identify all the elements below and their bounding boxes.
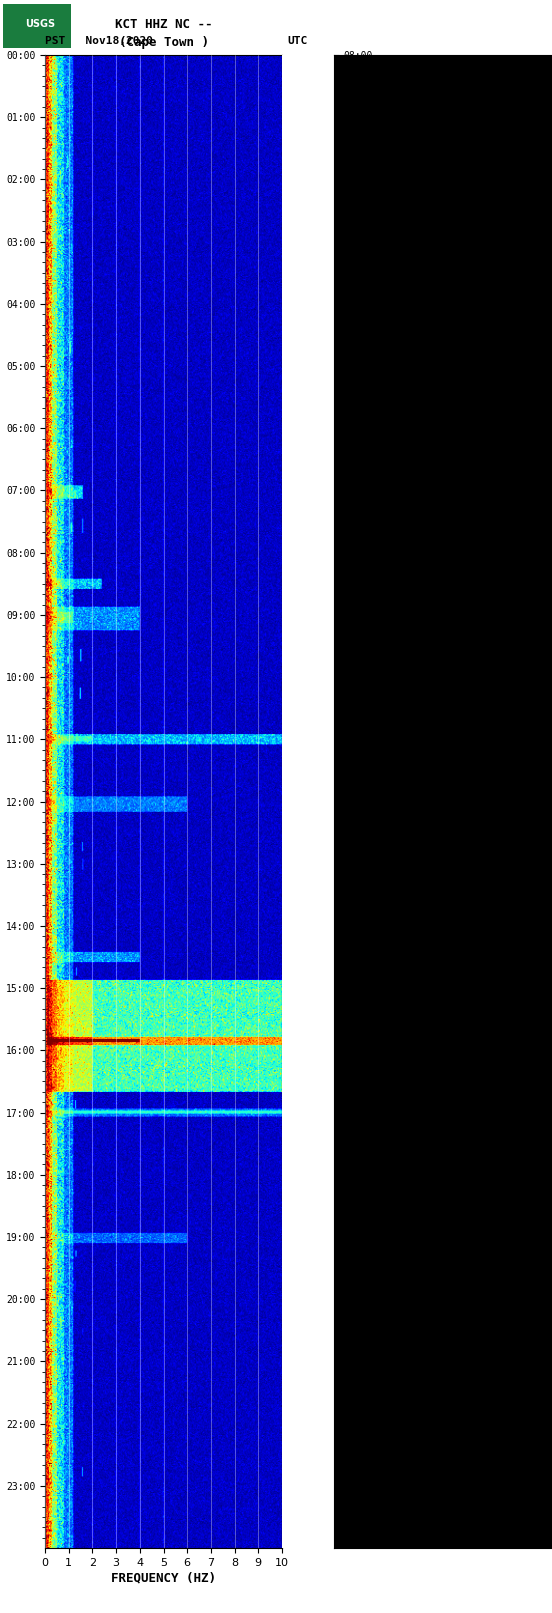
- X-axis label: FREQUENCY (HZ): FREQUENCY (HZ): [111, 1573, 216, 1586]
- Text: PST   Nov18,2020: PST Nov18,2020: [45, 35, 153, 47]
- Text: KCT HHZ NC --: KCT HHZ NC --: [115, 18, 213, 31]
- Text: (Cape Town ): (Cape Town ): [119, 35, 209, 48]
- Text: UTC: UTC: [287, 35, 307, 47]
- Text: USGS: USGS: [25, 19, 55, 29]
